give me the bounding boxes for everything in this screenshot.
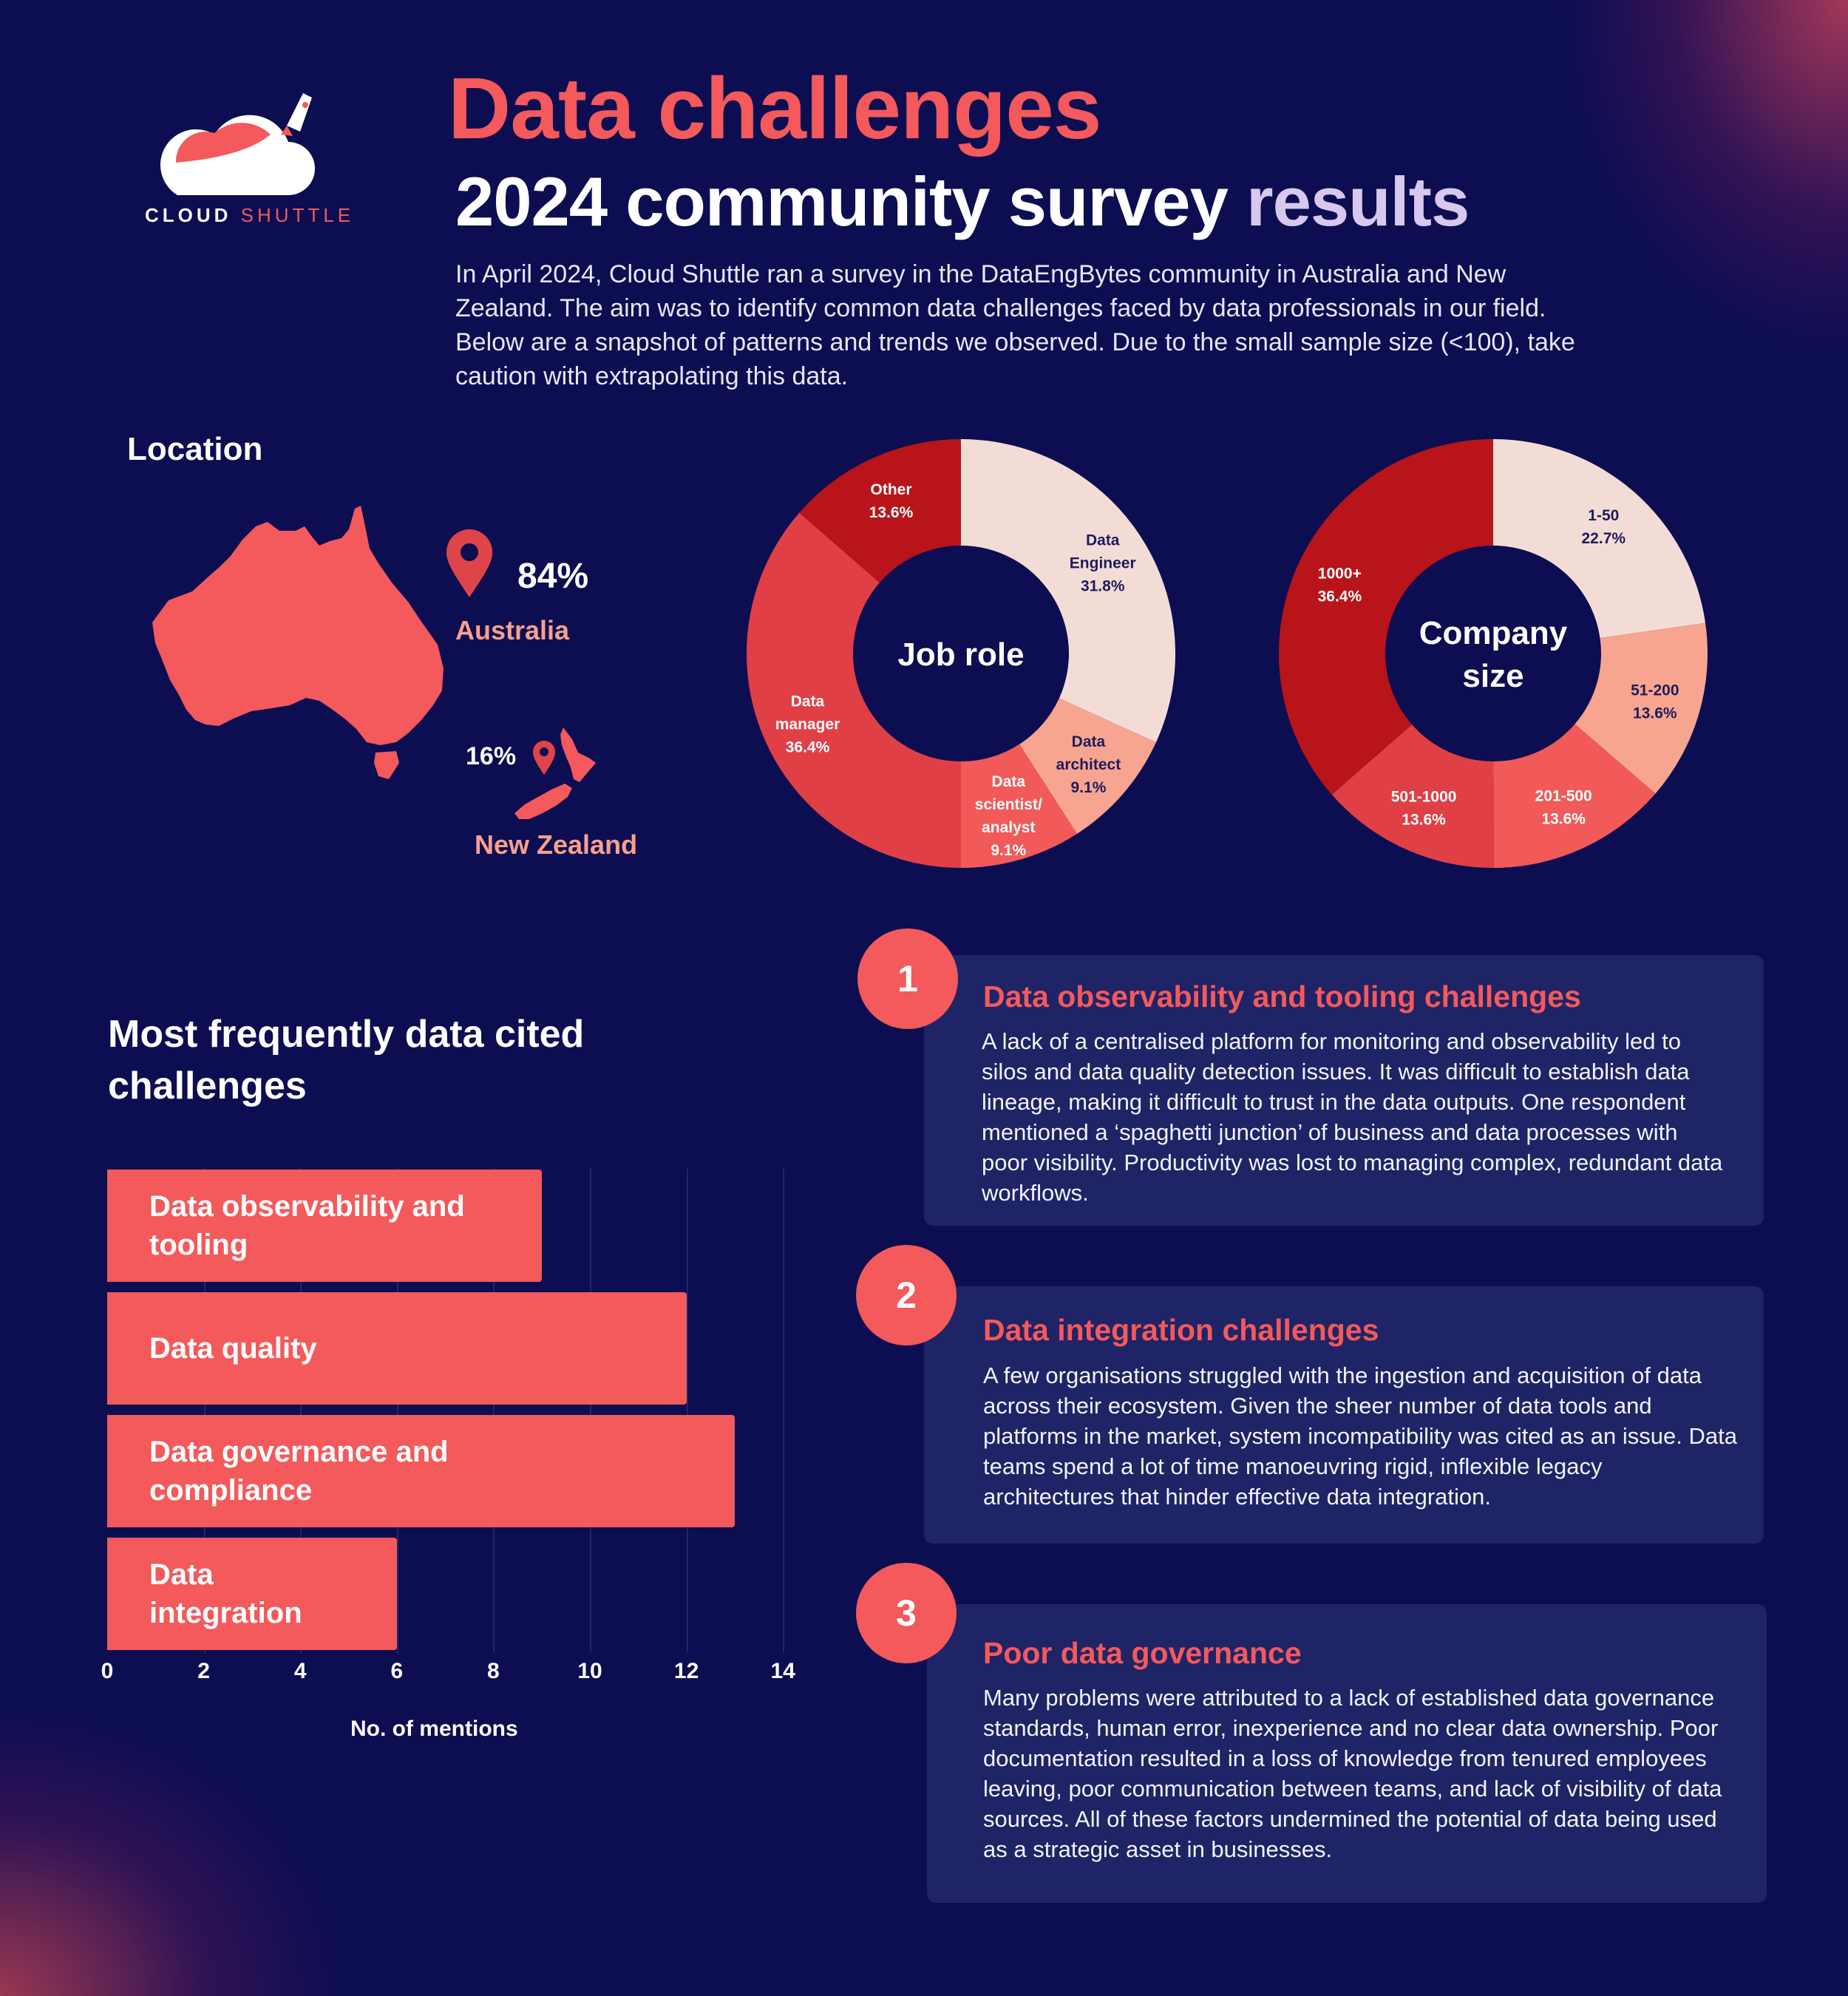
bar-data-integration xyxy=(107,1538,397,1650)
x-tick-8: 8 xyxy=(487,1659,500,1683)
location-title: Location xyxy=(127,431,263,467)
brand-name: CLOUD SHUTTLE xyxy=(145,204,354,227)
challenge-body-2: A few organisations struggled with the i… xyxy=(983,1362,1737,1510)
job-role-slice-data-manager-label: Data manager 36.4% xyxy=(775,693,840,756)
company-size-donut-chart: 1-50 22.7% 51-200 13.6% 201-500 13.6% 501-1000… xyxy=(1279,439,1708,868)
company-size-slice-51-200-label: 51-200 13.6% xyxy=(1631,682,1679,722)
challenge-card-3 xyxy=(927,1604,1767,1903)
challenge-title-1: Data observability and tooling challenge… xyxy=(983,980,1581,1014)
page-title: Data challenges xyxy=(448,60,1101,157)
x-tick-4: 4 xyxy=(293,1659,307,1683)
job-role-slice-other-label: Other 13.6% xyxy=(869,481,914,521)
bar-label-data-observability-and-tooling: Data observability and tooling xyxy=(149,1190,465,1261)
company-size-slice-51-200 xyxy=(1574,622,1708,794)
australia-label: Australia xyxy=(455,615,570,645)
challenge-number-2: 2 xyxy=(856,1245,957,1345)
x-tick-12: 12 xyxy=(673,1659,699,1683)
new-zealand-map-icon xyxy=(514,727,596,819)
company-size-slice-1000-label: 1000+ 36.4% xyxy=(1318,565,1362,605)
challenge-number-1: 1 xyxy=(857,929,958,1029)
subtitle-accent: results xyxy=(1246,163,1470,240)
job-role-slice-data-architect xyxy=(1019,698,1156,834)
bar-label-data-quality: Data quality xyxy=(149,1332,317,1365)
challenge-number-3: 3 xyxy=(856,1563,957,1663)
challenge-body-1: A lack of a centralised platform for mon… xyxy=(982,1028,1723,1206)
grid-line xyxy=(590,1168,591,1653)
page-subtitle: 2024 community survey results xyxy=(455,167,1470,237)
x-tick-14: 14 xyxy=(770,1659,795,1683)
new-zealand-percent: 16% xyxy=(466,742,517,770)
x-tick-2: 2 xyxy=(197,1659,210,1683)
job-role-donut-chart: Data Engineer 31.8% Data architect 9.1%Data sc… xyxy=(747,439,1175,868)
challenge-title-2: Data integration challenges xyxy=(983,1313,1379,1347)
brand-name-part1: CLOUD xyxy=(145,204,232,226)
australia-map-icon xyxy=(152,506,444,779)
bar-chart-title: Most frequently data cited challenges xyxy=(108,1013,585,1107)
grid-line xyxy=(686,1168,688,1653)
company-size-center-title: Company size xyxy=(1419,615,1568,694)
challenge-title-3: Poor data governance xyxy=(983,1636,1302,1670)
bar-data-governance-and-compliance xyxy=(107,1415,735,1527)
grid-line xyxy=(203,1168,205,1653)
bar-label-data-integration: Data integration xyxy=(149,1558,302,1629)
job-role-slice-data-architect-label: Data architect 9.1% xyxy=(1056,733,1121,796)
bar-data-observability-and-tooling xyxy=(107,1170,542,1282)
job-role-center-title: Job role xyxy=(897,637,1024,673)
grid-line xyxy=(783,1168,785,1653)
company-size-slice-501-1000 xyxy=(1331,724,1494,868)
job-role-slice-other xyxy=(799,439,961,583)
cloud-shuttle-logo xyxy=(160,93,315,195)
job-role-slice-data-scientist-analyst xyxy=(961,744,1077,868)
job-role-slice-data-scientist-analyst-label: Data scientist/analyst 9.1% xyxy=(975,773,1042,859)
job-role-slice-data-engineer-label: Data Engineer 31.8% xyxy=(1070,532,1136,595)
job-role-slice-data-engineer xyxy=(961,439,1175,743)
company-size-slice-1-50 xyxy=(1493,439,1706,639)
x-tick-0: 0 xyxy=(101,1659,114,1683)
challenge-card-2 xyxy=(924,1286,1764,1544)
company-size-slice-1000 xyxy=(1279,439,1493,795)
intro-paragraph: In April 2024, Cloud Shuttle ran a surve… xyxy=(455,260,1575,390)
job-role-slice-data-manager xyxy=(747,512,961,868)
company-size-slice-201-500-label: 201-500 13.6% xyxy=(1535,788,1592,828)
x-tick-6: 6 xyxy=(390,1659,404,1683)
bar-chart-x-axis-label: No. of mentions xyxy=(350,1717,518,1741)
challenge-card-1 xyxy=(924,955,1764,1226)
challenge-body-3: Many problems were attributed to a lack … xyxy=(983,1685,1722,1862)
company-size-slice-201-500 xyxy=(1493,724,1656,868)
grid-line xyxy=(493,1168,495,1653)
company-size-slice-501-1000-label: 501-1000 13.6% xyxy=(1391,788,1457,828)
bar-label-data-governance-and-compliance: Data governance and compliance xyxy=(149,1436,449,1507)
grid-line xyxy=(300,1168,302,1653)
brand-name-part2: SHUTTLE xyxy=(240,204,355,226)
new-zealand-location-pin-icon xyxy=(533,741,555,775)
company-size-slice-1-50-label: 1-50 22.7% xyxy=(1582,507,1626,547)
subtitle-main: 2024 community survey xyxy=(455,163,1229,240)
australia-percent: 84% xyxy=(517,557,589,596)
australia-location-pin-icon xyxy=(446,529,492,597)
bar-data-quality xyxy=(107,1292,687,1405)
x-tick-10: 10 xyxy=(577,1659,602,1683)
new-zealand-label: New Zealand xyxy=(475,829,638,860)
grid-line xyxy=(396,1168,398,1653)
